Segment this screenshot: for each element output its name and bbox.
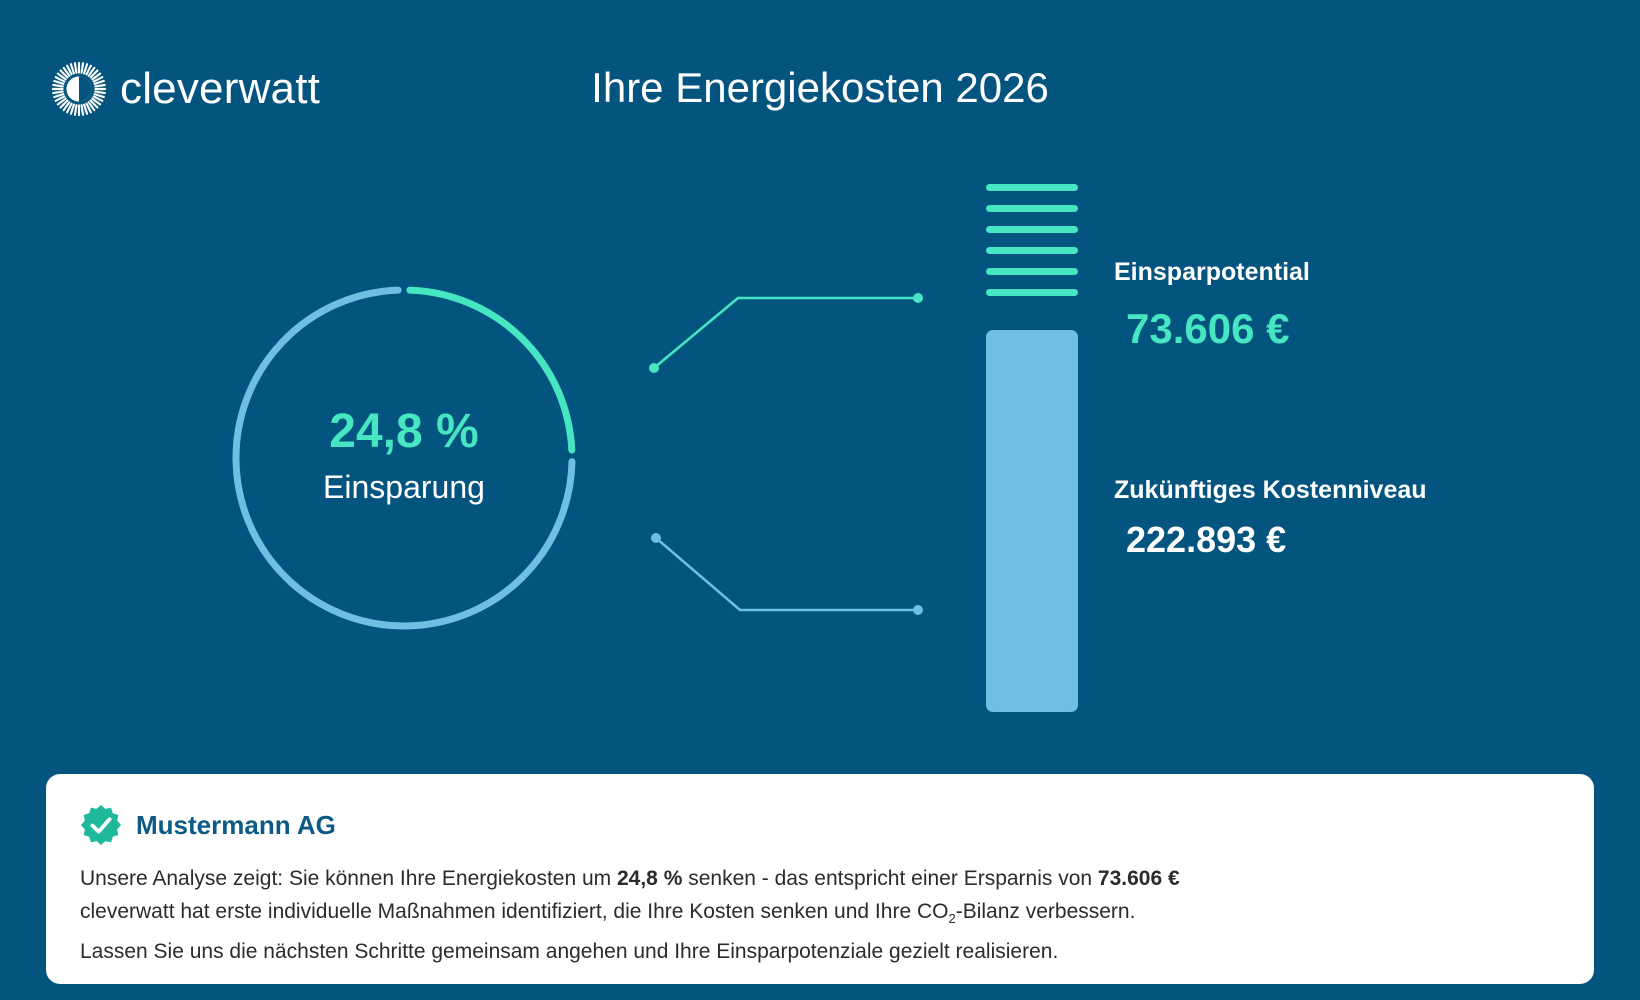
- logo-ray: [89, 99, 99, 109]
- logo-ray: [85, 102, 92, 114]
- logo-ray: [80, 104, 85, 116]
- summary-percent: 24,8 %: [616, 867, 683, 890]
- savings-bar-stripe: [986, 205, 1078, 212]
- logo-ray: [93, 93, 105, 99]
- logo-ray: [85, 64, 92, 76]
- future-cost-bar-segment: [986, 330, 1078, 712]
- savings-label: Einsparpotential: [1114, 258, 1310, 286]
- logo-ray: [54, 76, 66, 83]
- logo-ray: [56, 97, 67, 106]
- logo-ray: [62, 66, 71, 77]
- logo-ray: [91, 97, 102, 106]
- logo-ray: [56, 72, 67, 81]
- summary-line-2: cleverwatt hat erste individuelle Maßnah…: [80, 895, 1180, 935]
- co2-subscript: 2: [948, 911, 956, 927]
- logo-ray: [83, 103, 89, 115]
- donut-ring: [232, 286, 576, 630]
- logo-ray: [52, 83, 64, 88]
- savings-percent: 24,8 %: [329, 405, 479, 458]
- summary-line-2-part-2: -Bilanz verbessern.: [955, 900, 1136, 923]
- logo-ray: [69, 63, 75, 75]
- connector-lines: [649, 293, 923, 615]
- donut-track: [232, 286, 576, 630]
- logo-ray: [87, 101, 96, 112]
- donut-center: 24,8 % Einsparung: [222, 276, 586, 640]
- connector-bottom: [655, 537, 918, 612]
- brand-name: cleverwatt: [120, 64, 321, 113]
- connector-top-start-dot: [649, 363, 659, 373]
- savings-donut: 24,8 % Einsparung: [222, 276, 586, 640]
- logo-ray: [59, 69, 69, 79]
- donut-accent: [406, 286, 576, 454]
- logo-ray: [94, 83, 106, 88]
- summary-line-1-part-2: senken - das entspricht einer Ersparnis …: [682, 867, 1098, 890]
- future-cost-metric: Zukünftiges Kostenniveau 222.893 €: [1114, 476, 1427, 561]
- logo-ray: [92, 76, 104, 83]
- savings-bar-stripe: [986, 184, 1078, 191]
- savings-metric: Einsparpotential 73.606 €: [1114, 258, 1310, 353]
- connector-bottom-start-dot: [651, 533, 661, 543]
- logo-ray: [59, 99, 69, 109]
- logo-ray: [52, 90, 64, 95]
- savings-percent-label: Einsparung: [323, 469, 485, 505]
- logo-ray: [62, 101, 71, 112]
- logo-ray: [89, 69, 99, 79]
- savings-value: 73.606 €: [1126, 305, 1290, 352]
- summary-line-1: Unsere Analyse zeigt: Sie können Ihre En…: [80, 862, 1180, 895]
- logo-ray: [93, 79, 105, 85]
- card-header: Mustermann AG: [80, 804, 336, 846]
- connector-top-end-dot: [913, 293, 923, 303]
- logo-ray: [66, 102, 73, 114]
- summary-card: Mustermann AG Unsere Analyse zeigt: Sie …: [46, 774, 1594, 984]
- logo-ray: [94, 90, 106, 95]
- summary-text: Unsere Analyse zeigt: Sie können Ihre En…: [80, 862, 1180, 968]
- future-cost-label: Zukünftiges Kostenniveau: [1114, 476, 1427, 504]
- logo-ray: [69, 103, 75, 115]
- logo-ray: [54, 95, 66, 102]
- logo-ray: [73, 62, 78, 74]
- company-name: Mustermann AG: [136, 809, 336, 840]
- logo-ray: [87, 66, 96, 77]
- verified-badge-icon: [80, 804, 122, 846]
- logo-ray: [53, 93, 65, 99]
- sun-ring-logo-icon: [51, 61, 107, 117]
- logo-ray: [92, 95, 104, 102]
- page-title: Ihre Energiekosten 2026: [591, 64, 1049, 111]
- logo-ray: [53, 79, 65, 85]
- summary-line-2-part-1: cleverwatt hat erste individuelle Maßnah…: [80, 900, 949, 923]
- summary-amount: 73.606 €: [1097, 867, 1180, 890]
- savings-bar-stripe: [986, 289, 1078, 296]
- summary-line-3: Lassen Sie uns die nächsten Schritte gem…: [80, 940, 1059, 964]
- savings-bar-stripe: [986, 247, 1078, 254]
- logo-ray: [83, 63, 89, 75]
- connector-top: [653, 296, 918, 369]
- logo-ray: [80, 62, 85, 74]
- future-cost-value: 222.893 €: [1126, 519, 1287, 560]
- savings-bar-stripe: [986, 268, 1078, 275]
- logo-ray: [73, 104, 78, 116]
- connector-bottom-end-dot: [913, 605, 923, 615]
- savings-bar-stripe: [986, 226, 1078, 233]
- logo-ray: [91, 72, 102, 81]
- summary-line-1-part-1: Unsere Analyse zeigt: Sie können Ihre En…: [80, 867, 617, 890]
- logo-ray: [66, 64, 73, 76]
- brand-logo: cleverwatt: [50, 58, 320, 120]
